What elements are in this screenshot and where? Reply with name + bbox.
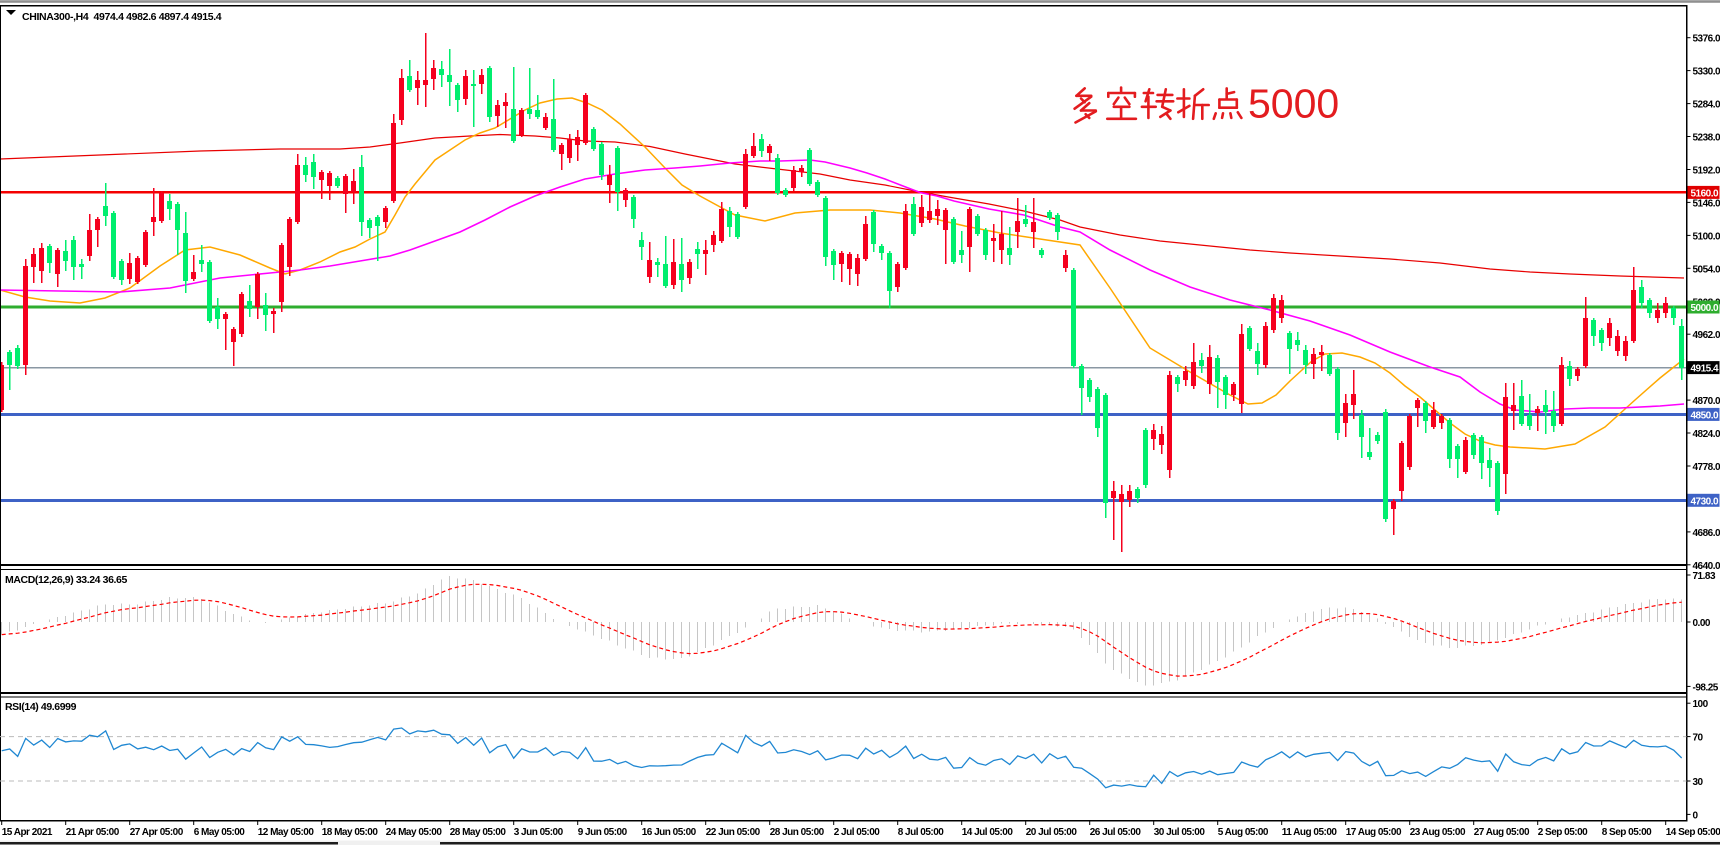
svg-text:RSI(14) 49.6999: RSI(14) 49.6999 xyxy=(5,701,77,713)
svg-text:11 Aug 05:00: 11 Aug 05:00 xyxy=(1282,827,1338,838)
svg-text:5376.0: 5376.0 xyxy=(1693,34,1720,45)
svg-text:100: 100 xyxy=(1693,699,1709,710)
svg-text:5 Aug 05:00: 5 Aug 05:00 xyxy=(1218,827,1269,838)
svg-text:5100.0: 5100.0 xyxy=(1693,231,1720,242)
svg-text:21 Apr 05:00: 21 Apr 05:00 xyxy=(66,827,120,838)
svg-text:4962.0: 4962.0 xyxy=(1693,330,1720,341)
svg-text:5284.0: 5284.0 xyxy=(1693,100,1720,111)
svg-text:2 Sep 05:00: 2 Sep 05:00 xyxy=(1538,827,1588,838)
svg-text:2 Jul 05:00: 2 Jul 05:00 xyxy=(834,827,881,838)
svg-text:0.00: 0.00 xyxy=(1693,618,1711,629)
svg-text:24 May 05:00: 24 May 05:00 xyxy=(386,827,443,838)
svg-text:9 Jun 05:00: 9 Jun 05:00 xyxy=(578,827,628,838)
svg-text:22 Jun 05:00: 22 Jun 05:00 xyxy=(706,827,761,838)
svg-text:18 May 05:00: 18 May 05:00 xyxy=(322,827,379,838)
svg-text:14 Jul 05:00: 14 Jul 05:00 xyxy=(962,827,1014,838)
svg-text:6 May 05:00: 6 May 05:00 xyxy=(194,827,246,838)
svg-text:28 Jun 05:00: 28 Jun 05:00 xyxy=(770,827,825,838)
svg-text:17 Aug 05:00: 17 Aug 05:00 xyxy=(1346,827,1402,838)
svg-text:5054.0: 5054.0 xyxy=(1693,264,1720,275)
svg-text:5238.0: 5238.0 xyxy=(1693,133,1720,144)
svg-text:MACD(12,26,9) 33.24 36.65: MACD(12,26,9) 33.24 36.65 xyxy=(5,574,127,586)
svg-text:15 Apr 2021: 15 Apr 2021 xyxy=(2,827,53,838)
svg-text:26 Jul 05:00: 26 Jul 05:00 xyxy=(1090,827,1142,838)
svg-text:14 Sep 05:00: 14 Sep 05:00 xyxy=(1666,827,1720,838)
svg-text:4850.0: 4850.0 xyxy=(1691,410,1720,421)
svg-text:4870.0: 4870.0 xyxy=(1693,396,1720,407)
svg-text:5192.0: 5192.0 xyxy=(1693,166,1720,177)
svg-text:4730.0: 4730.0 xyxy=(1691,496,1720,507)
svg-text:4915.4: 4915.4 xyxy=(1691,364,1720,375)
svg-text:4778.0: 4778.0 xyxy=(1693,462,1720,473)
svg-text:8 Jul 05:00: 8 Jul 05:00 xyxy=(898,827,945,838)
svg-text:3 Jun 05:00: 3 Jun 05:00 xyxy=(514,827,564,838)
svg-text:27 Aug 05:00: 27 Aug 05:00 xyxy=(1474,827,1530,838)
svg-text:12 May 05:00: 12 May 05:00 xyxy=(258,827,315,838)
svg-text:16 Jun 05:00: 16 Jun 05:00 xyxy=(642,827,697,838)
svg-text:4686.0: 4686.0 xyxy=(1693,528,1720,539)
svg-text:5000: 5000 xyxy=(1248,81,1339,127)
svg-text:30: 30 xyxy=(1693,777,1704,788)
svg-text:70: 70 xyxy=(1693,733,1704,744)
svg-text:30 Jul 05:00: 30 Jul 05:00 xyxy=(1154,827,1206,838)
svg-text:8 Sep 05:00: 8 Sep 05:00 xyxy=(1602,827,1652,838)
svg-text:23 Aug 05:00: 23 Aug 05:00 xyxy=(1410,827,1466,838)
svg-text:-98.25: -98.25 xyxy=(1693,682,1719,693)
svg-text:5146.0: 5146.0 xyxy=(1693,198,1720,209)
svg-text:27 Apr 05:00: 27 Apr 05:00 xyxy=(130,827,184,838)
svg-text:28 May 05:00: 28 May 05:00 xyxy=(450,827,507,838)
svg-text:5160.0: 5160.0 xyxy=(1691,188,1720,199)
svg-text:71.83: 71.83 xyxy=(1693,571,1716,582)
svg-text:CHINA300-,H4 4974.4 4982.6 48: CHINA300-,H4 4974.4 4982.6 4897.4 4915.4 xyxy=(22,11,222,23)
svg-text:5000.0: 5000.0 xyxy=(1691,303,1720,314)
svg-text:20 Jul 05:00: 20 Jul 05:00 xyxy=(1026,827,1078,838)
svg-text:5330.0: 5330.0 xyxy=(1693,67,1720,78)
svg-text:4824.0: 4824.0 xyxy=(1693,429,1720,440)
